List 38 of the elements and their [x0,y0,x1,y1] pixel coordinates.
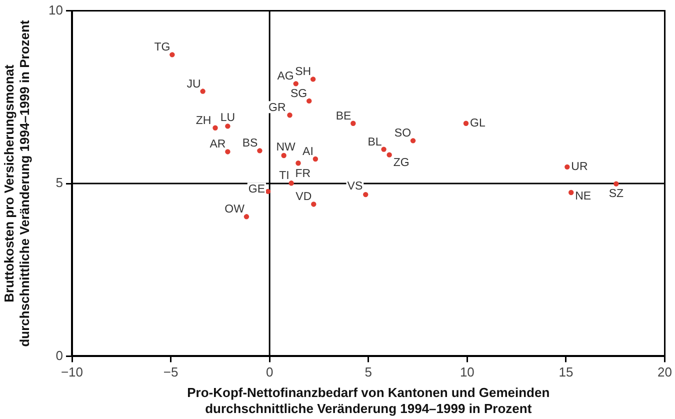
annotation: OW [224,204,245,216]
annotation: BS [242,138,258,150]
annotation: NE [575,190,592,203]
y-axis-title: Bruttokosten pro Versicherungsmonat durchschnittliche Veränderung 1994–1999 in Prozent [1,20,32,347]
annotation: ZH [196,114,212,127]
annotation: AG [277,70,294,83]
annotation: BE [336,110,352,122]
annotation: VS [347,180,363,193]
annotation: AI [302,146,314,158]
annotation: JU [186,78,201,90]
annotation: TI [279,170,290,182]
annotation: GE [248,184,266,196]
y-tick-label: 5 [56,175,63,190]
x-tick-label: 5 [364,364,372,380]
x-tick-label: 15 [558,364,574,380]
annotation: AR [210,138,226,151]
x-tick-label: 10 [460,364,474,380]
annotation: FR [295,168,311,180]
annotation: SZ [608,188,624,200]
x-tick-label: 20 [658,364,672,380]
annotation: TG [154,42,170,54]
annotation: VD [296,191,312,204]
y-tick-label: 10 [48,2,63,18]
annotation: BL [368,136,382,148]
annotation: ZG [393,156,410,169]
annotation: LU [220,112,236,124]
x-axis-title: Pro-Kopf-Nettofinanzbedarf von Kantonen und Gemeinden durchschnittliche Veränderung 1994–1999 in Prozent [187,385,550,416]
annotation: SH [295,66,312,78]
annotation: SO [394,128,412,140]
x-tick-label: 0 [266,364,274,380]
annotation: GR [268,102,286,114]
x-tick-label: −10 [60,364,84,380]
annotation: GL [470,118,486,130]
x-tick-label: −5 [163,364,178,380]
annotation: SG [290,88,308,100]
annotation: NW [276,142,296,154]
annotation: UR [571,161,588,174]
y-tick-label: 0 [56,348,63,363]
